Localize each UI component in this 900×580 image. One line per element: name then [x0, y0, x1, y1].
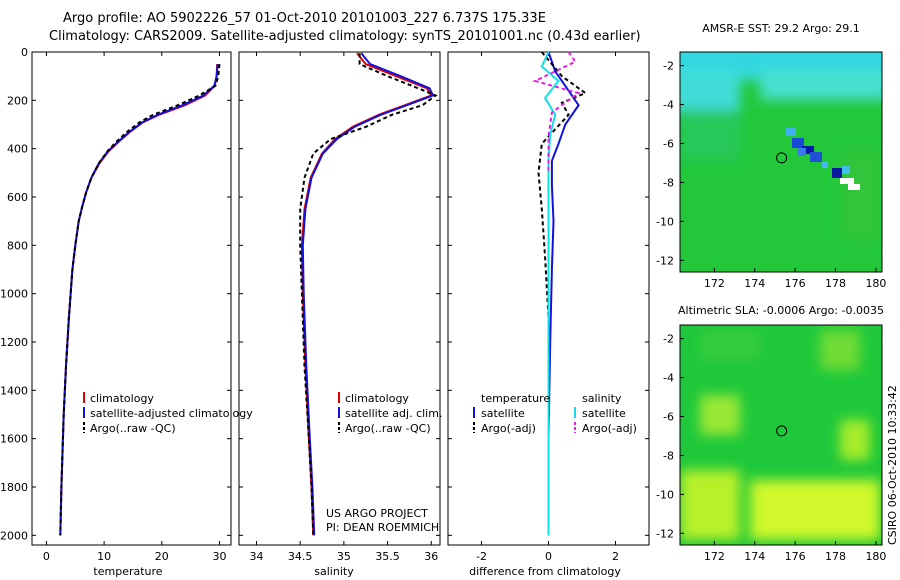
- map-y-tick-label: -8: [663, 449, 674, 462]
- legend-title-salinity: salinity: [582, 392, 622, 405]
- map-x-tick-label: 178: [825, 550, 846, 563]
- temperature-series: [59, 64, 221, 536]
- depth-tick-label: 1000: [0, 288, 28, 301]
- series-line-satellite-adjusted: [301, 52, 435, 536]
- sst-map-axes: 172 174 176 178 180 -2 -4 -6 -8 -10 -12: [656, 60, 886, 290]
- map-y-tick-label: -2: [663, 60, 674, 73]
- salinity-legend: climatology satellite adj. clim. Argo(..…: [326, 392, 442, 534]
- x-tick-label: 35.5: [375, 550, 400, 563]
- map-y-tick-label: -4: [663, 99, 674, 112]
- legend-label-sal-satellite: satellite: [582, 407, 626, 420]
- legend-label-satellite: satellite-adjusted climatology: [90, 407, 253, 420]
- map-y-tick-label: -12: [656, 527, 674, 540]
- difference-axis-label: difference from climatology: [469, 565, 621, 578]
- project-credit: US ARGO PROJECT: [326, 507, 428, 520]
- depth-tick-label: 1200: [0, 336, 28, 349]
- difference-axes: -2 0 2: [448, 51, 649, 563]
- depth-tick-label: 1600: [0, 433, 28, 446]
- depth-tick-label: 200: [7, 94, 28, 107]
- map-x-tick-label: 180: [865, 550, 886, 563]
- map-x-tick-label: 174: [744, 550, 765, 563]
- sst-field: [680, 52, 882, 272]
- map-y-tick-label: -12: [656, 254, 674, 267]
- legend-label-argo: Argo(..raw -QC): [345, 422, 431, 435]
- temperature-axis-label: temperature: [93, 565, 162, 578]
- depth-tick-label: 600: [7, 191, 28, 204]
- x-tick-label: 10: [97, 550, 111, 563]
- salinity-axis-label: salinity: [314, 565, 354, 578]
- x-tick-label: 0: [545, 550, 552, 563]
- csiro-timestamp: CSIRO 06-Oct-2010 10:33:42: [886, 385, 899, 545]
- legend-label-satellite: satellite adj. clim.: [345, 407, 442, 420]
- series-line-salinity-satellite: [540, 51, 560, 536]
- map-y-tick-label: -10: [656, 215, 674, 228]
- map-x-tick-label: 180: [865, 277, 886, 290]
- x-tick-label: 35: [337, 550, 351, 563]
- difference-series: [532, 51, 588, 536]
- depth-tick-label: 1400: [0, 384, 28, 397]
- argo-position-marker: [776, 152, 788, 164]
- x-tick-label: -2: [476, 550, 487, 563]
- depth-tick-label: 2000: [0, 529, 28, 542]
- temperature-plot-frame: [31, 51, 232, 546]
- depth-tick-label: 1800: [0, 481, 28, 494]
- temperature-legend: climatology satellite-adjusted climatolo…: [83, 392, 253, 435]
- map-x-tick-label: 178: [825, 277, 846, 290]
- sst-map-title: AMSR-E SST: 29.2 Argo: 29.1: [702, 22, 860, 35]
- series-line-satellite-adjusted: [59, 64, 219, 536]
- x-tick-label: 2: [612, 550, 619, 563]
- map-y-tick-label: -2: [663, 333, 674, 346]
- chart-title-line1: Argo profile: AO 5902226_57 01-Oct-2010 …: [63, 11, 546, 26]
- map-y-tick-label: -4: [663, 372, 674, 385]
- map-x-tick-label: 176: [785, 550, 806, 563]
- map-x-tick-label: 172: [704, 550, 725, 563]
- x-tick-label: 34.5: [288, 550, 313, 563]
- sla-map-frame: [679, 324, 883, 546]
- legend-label-climatology: climatology: [345, 392, 409, 405]
- sla-field: [680, 325, 882, 545]
- difference-legend: temperature salinity satellite Argo(-adj…: [473, 392, 637, 435]
- series-line-argo: [299, 53, 438, 536]
- map-y-tick-label: -6: [663, 411, 674, 424]
- argo-position-marker: [776, 425, 788, 437]
- legend-label-climatology: climatology: [90, 392, 154, 405]
- salinity-series: [299, 52, 438, 536]
- x-tick-label: 20: [155, 550, 169, 563]
- temperature-axes: 0 10 20 30: [32, 51, 231, 563]
- map-y-tick-label: -6: [663, 138, 674, 151]
- legend-label-argo: Argo(..raw -QC): [90, 422, 176, 435]
- sla-map-title: Altimetric SLA: -0.0006 Argo: -0.0035: [678, 304, 884, 317]
- legend-label-temp-satellite: satellite: [481, 407, 525, 420]
- map-x-tick-label: 176: [785, 277, 806, 290]
- map-y-tick-label: -8: [663, 176, 674, 189]
- legend-title-temperature: temperature: [481, 392, 550, 405]
- map-x-tick-label: 172: [704, 277, 725, 290]
- sla-map: Altimetric SLA: -0.0006 Argo: -0.0035 17…: [656, 304, 886, 563]
- series-line-temperature-argo: [537, 51, 588, 536]
- salinity-plot-frame: [238, 51, 441, 546]
- depth-axis: 0 200 400 600 800 1000 1200 1400 1600 1800 2000: [0, 46, 28, 542]
- legend-label-temp-argo: Argo(-adj): [481, 422, 536, 435]
- x-tick-label: 0: [43, 550, 50, 563]
- series-line-argo: [59, 64, 221, 536]
- chart-title-line2: Climatology: CARS2009. Satellite-adjuste…: [49, 29, 641, 44]
- series-line-salinity-argo: [532, 51, 581, 173]
- pi-credit: PI: DEAN ROEMMICH: [326, 521, 439, 534]
- sla-map-axes: 172 174 176 178 180 -2 -4 -6 -8 -10 -12: [656, 333, 886, 563]
- depth-tick-label: 400: [7, 143, 28, 156]
- x-tick-label: 36: [424, 550, 438, 563]
- legend-label-sal-argo: Argo(-adj): [582, 422, 637, 435]
- map-x-tick-label: 174: [744, 277, 765, 290]
- depth-tick-label: 0: [21, 46, 28, 59]
- map-y-tick-label: -10: [656, 488, 674, 501]
- depth-tick-label: 800: [7, 239, 28, 252]
- salinity-axes: 34 34.5 35 35.5 36: [239, 51, 440, 563]
- x-tick-label: 30: [212, 550, 226, 563]
- x-tick-label: 34: [249, 550, 263, 563]
- sst-map-frame: [679, 51, 883, 273]
- sst-map: AMSR-E SST: 29.2 Argo: 29.1 172 174 176 178…: [656, 22, 886, 290]
